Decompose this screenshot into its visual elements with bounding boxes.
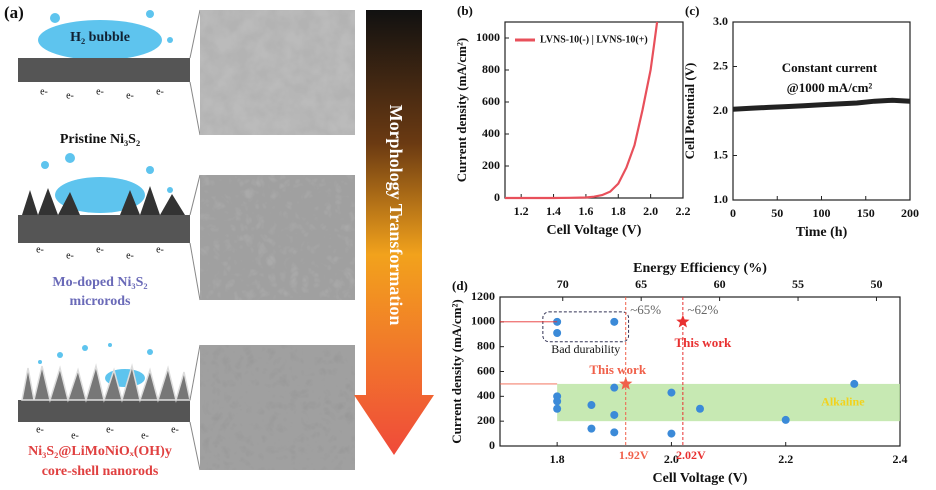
x-tick-label: 1.2 bbox=[514, 204, 529, 218]
panel-label: (b) bbox=[457, 3, 473, 18]
y-tick-label: 200 bbox=[482, 158, 500, 172]
x-axis-label: Cell Voltage (V) bbox=[653, 471, 748, 486]
point bbox=[667, 389, 675, 397]
y-tick-label: 800 bbox=[482, 62, 500, 76]
voltage-label: 1.92V bbox=[619, 448, 649, 462]
efficiency-label: ~65% bbox=[630, 302, 661, 317]
highlight-label: This work bbox=[589, 362, 646, 377]
y-tick-label: 1.0 bbox=[713, 192, 728, 206]
point bbox=[553, 329, 561, 337]
x-axis-label: Time (h) bbox=[796, 225, 848, 240]
point bbox=[553, 405, 561, 413]
electron-label: e- bbox=[106, 424, 114, 435]
electron-label: e- bbox=[40, 86, 48, 97]
x-tick-label: 200 bbox=[901, 206, 919, 220]
annotation: Constant current bbox=[782, 60, 878, 75]
stage-label: core-shell nanorods bbox=[42, 464, 159, 479]
electron-label: e- bbox=[96, 244, 104, 255]
x-tick-label: 50 bbox=[771, 206, 783, 220]
stage-label: Ni₃S₂@LiMoNiOₓ(OH)y bbox=[28, 444, 172, 459]
voltage-label: 2.02V bbox=[676, 448, 706, 462]
point bbox=[610, 428, 618, 436]
y-tick-label: 200 bbox=[477, 413, 495, 427]
x2-axis-label: Energy Efficiency (%) bbox=[633, 261, 767, 276]
y-tick-label: 2.0 bbox=[713, 103, 728, 117]
x-tick-label: 1.8 bbox=[550, 452, 565, 466]
x-tick-label: 100 bbox=[813, 206, 831, 220]
y-tick-label: 400 bbox=[482, 126, 500, 140]
electron-label: e- bbox=[66, 90, 74, 101]
x2-tick-label: 70 bbox=[557, 277, 569, 291]
arrow-text: Morphology Transformation bbox=[386, 105, 406, 326]
point bbox=[587, 425, 595, 433]
y-tick-label: 0 bbox=[489, 438, 495, 452]
x-tick-label: 1.4 bbox=[546, 204, 561, 218]
point bbox=[587, 401, 595, 409]
x-tick-label: 1.6 bbox=[578, 204, 593, 218]
y-axis-label: Cell Potential (V) bbox=[682, 63, 697, 160]
point bbox=[610, 318, 618, 326]
x-tick-label: 2.4 bbox=[893, 452, 908, 466]
electron-label: e- bbox=[66, 250, 74, 261]
electron-label: e- bbox=[71, 430, 79, 441]
electron-label: e- bbox=[171, 424, 179, 435]
y-tick-label: 1200 bbox=[471, 289, 495, 303]
point bbox=[696, 405, 704, 413]
y-tick-label: 400 bbox=[477, 388, 495, 402]
electron-label: e- bbox=[156, 86, 164, 97]
electron-label: e- bbox=[36, 244, 44, 255]
y-tick-label: 1.5 bbox=[713, 147, 728, 161]
x-tick-label: 1.8 bbox=[611, 204, 626, 218]
x-tick-label: 150 bbox=[857, 206, 875, 220]
panel-label: (d) bbox=[452, 278, 468, 293]
x-axis-label: Cell Voltage (V) bbox=[547, 223, 642, 238]
electron-label: e- bbox=[96, 86, 104, 97]
point bbox=[850, 380, 858, 388]
stage-label: Mo-doped Ni₃S₂ bbox=[52, 275, 147, 290]
y-tick-label: 600 bbox=[477, 363, 495, 377]
electron-label: e- bbox=[36, 424, 44, 435]
electron-label: e- bbox=[156, 244, 164, 255]
highlight-label: This work bbox=[674, 335, 731, 350]
y-axis-label: Current density (mA/cm²) bbox=[454, 38, 469, 182]
electron-label: e- bbox=[126, 250, 134, 261]
efficiency-label: ~62% bbox=[687, 302, 718, 317]
point bbox=[667, 430, 675, 438]
figure: (a) H₂ bubble Morphology Transformation … bbox=[0, 0, 936, 490]
y-axis-label: Current density (mA/cm²) bbox=[449, 299, 464, 443]
x-tick-label: 2.2 bbox=[778, 452, 793, 466]
x-tick-label: 2.2 bbox=[676, 204, 691, 218]
box-label: Bad durability bbox=[551, 342, 620, 356]
y-tick-label: 600 bbox=[482, 94, 500, 108]
y-tick-label: 3.0 bbox=[713, 14, 728, 28]
panel-label: (a) bbox=[4, 3, 24, 22]
x-tick-label: 0 bbox=[730, 206, 736, 220]
stage-label: microrods bbox=[70, 294, 131, 309]
point bbox=[610, 384, 618, 392]
band-label: Alkaline bbox=[821, 394, 865, 408]
y-tick-label: 800 bbox=[477, 338, 495, 352]
point bbox=[610, 411, 618, 419]
point bbox=[553, 397, 561, 405]
panel-label: (c) bbox=[685, 3, 699, 18]
x2-tick-label: 60 bbox=[714, 277, 726, 291]
y-tick-label: 1000 bbox=[476, 30, 500, 44]
bubble-label: H₂ bubble bbox=[70, 30, 130, 45]
stage-label: Pristine Ni₃S₂ bbox=[60, 132, 140, 147]
point bbox=[782, 416, 790, 424]
electron-label: e- bbox=[141, 430, 149, 441]
electron-label: e- bbox=[126, 90, 134, 101]
x2-tick-label: 55 bbox=[792, 277, 804, 291]
y-tick-label: 0 bbox=[494, 190, 500, 204]
x2-tick-label: 50 bbox=[870, 277, 882, 291]
annotation: @1000 mA/cm² bbox=[787, 80, 873, 95]
x2-tick-label: 65 bbox=[635, 277, 647, 291]
x-tick-label: 2.0 bbox=[643, 204, 658, 218]
y-tick-label: 1000 bbox=[471, 314, 495, 328]
y-tick-label: 2.5 bbox=[713, 58, 728, 72]
legend-label: LVNS-10(-) | LVNS-10(+) bbox=[540, 34, 648, 45]
